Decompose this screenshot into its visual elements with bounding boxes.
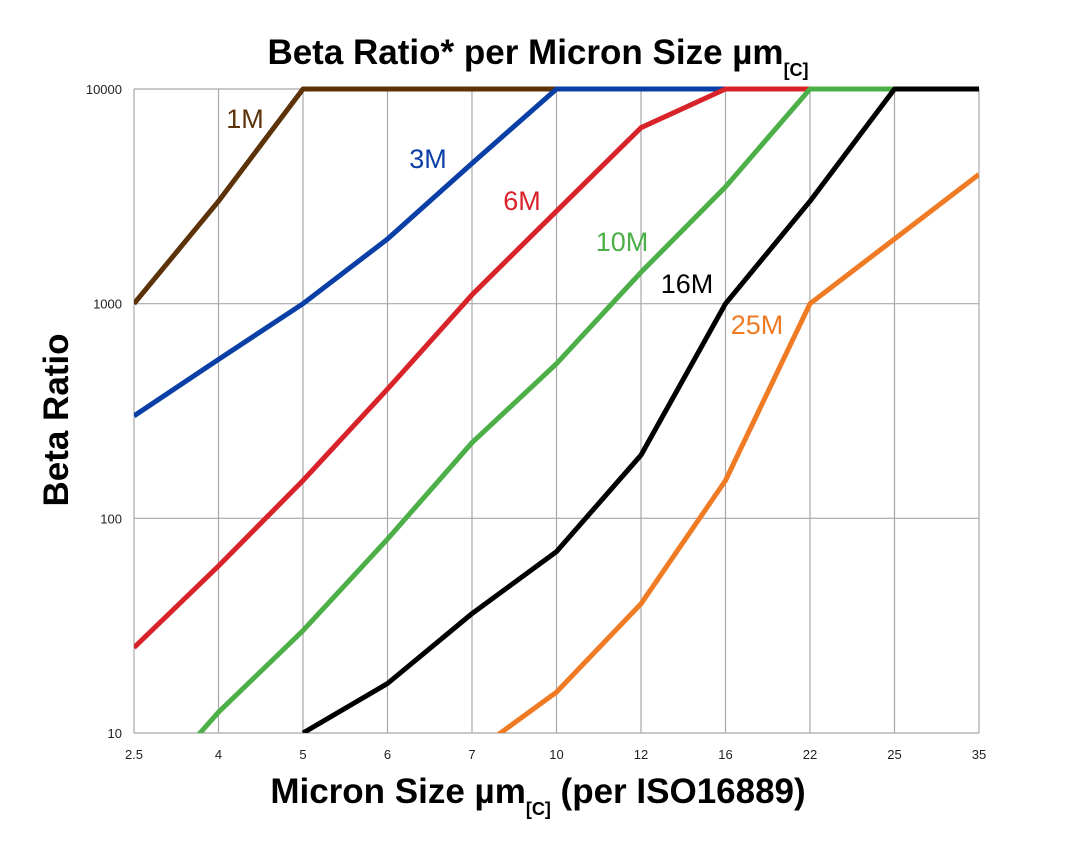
- series-label-10M: 10M: [596, 227, 649, 257]
- series-label-25M: 25M: [731, 310, 784, 340]
- x-axis-label-subscript: [C]: [526, 799, 551, 819]
- y-tick-label: 1000: [93, 297, 122, 312]
- x-tick-label: 12: [634, 747, 648, 762]
- y-axis-label: Beta Ratio: [37, 333, 76, 506]
- x-tick-label: 2.5: [125, 747, 143, 762]
- x-tick-label: 6: [384, 747, 391, 762]
- x-tick-label: 5: [299, 747, 306, 762]
- series-line-10M: [196, 86, 979, 733]
- y-tick-label: 100: [100, 511, 122, 526]
- x-tick-label: 25: [887, 747, 901, 762]
- y-tick-label: 10000: [86, 82, 122, 97]
- x-axis-ticks: 2.5 4 5 6 7 10 12 16 22 25 35: [125, 747, 986, 762]
- series-label-3M: 3M: [409, 144, 447, 174]
- series-label-16M: 16M: [661, 269, 714, 299]
- x-tick-label: 16: [718, 747, 732, 762]
- x-tick-label: 35: [972, 747, 986, 762]
- series-line-16M: [301, 86, 979, 733]
- y-tick-label: 10: [108, 726, 122, 741]
- series-label-6M: 6M: [503, 186, 541, 216]
- series-line-25M: [496, 172, 979, 733]
- x-axis-label: Micron Size µm[C] (per ISO16889): [270, 772, 805, 819]
- series-label-1M: 1M: [226, 104, 264, 134]
- grid: [133, 88, 980, 734]
- x-tick-label: 10: [549, 747, 563, 762]
- chart-title: Beta Ratio* per Micron Size µm[C]: [267, 33, 808, 80]
- x-tick-label: 7: [468, 747, 475, 762]
- series-lines: [134, 86, 979, 733]
- y-axis-ticks: 10 100 1000 10000: [86, 82, 122, 741]
- chart-title-subscript: [C]: [784, 60, 809, 80]
- x-tick-label: 22: [803, 747, 817, 762]
- series-labels: 1M 3M 6M 10M 16M 25M: [226, 104, 783, 340]
- x-tick-label: 4: [215, 747, 222, 762]
